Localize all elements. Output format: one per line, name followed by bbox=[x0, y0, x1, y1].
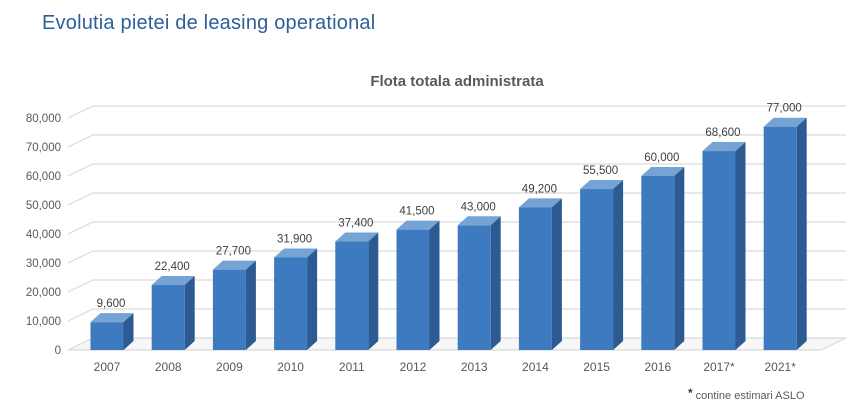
bar-top-face bbox=[335, 232, 379, 242]
x-axis-tick-label: 2017* bbox=[703, 360, 735, 374]
bar-side-face bbox=[490, 216, 501, 350]
y-axis-tick-label: 20,000 bbox=[26, 287, 61, 299]
footnote-text: contine estimari ASLO bbox=[695, 390, 805, 402]
bar-front-face bbox=[580, 189, 614, 350]
bar-front-face bbox=[151, 285, 185, 350]
x-axis-tick-label: 2008 bbox=[155, 360, 182, 374]
gridline-side-segment bbox=[67, 221, 94, 235]
bar-side-face bbox=[613, 180, 624, 350]
bar-side-face bbox=[184, 276, 195, 350]
bar-value-label: 9,600 bbox=[97, 298, 126, 310]
footnote-asterisk: * bbox=[688, 386, 693, 400]
x-axis-tick-label: 2007 bbox=[94, 360, 121, 374]
bar-top-face bbox=[396, 220, 440, 230]
bar-side-face bbox=[674, 167, 685, 350]
bar-front-face bbox=[396, 229, 430, 350]
bar-front-face bbox=[274, 257, 308, 350]
bar-value-label: 31,900 bbox=[277, 233, 312, 245]
gridline-side-segment bbox=[67, 192, 94, 206]
bar-front-face bbox=[702, 151, 736, 350]
gridline-side-segment bbox=[67, 279, 94, 293]
x-axis-tick-label: 2011 bbox=[339, 360, 365, 374]
bar-front-face bbox=[763, 126, 797, 350]
gridline-side-segment bbox=[67, 250, 94, 264]
chart-footnote: * contine estimari ASLO bbox=[688, 386, 805, 402]
bar-side-face bbox=[796, 117, 807, 350]
x-axis-tick-label: 2013 bbox=[461, 360, 488, 374]
x-axis-tick-label: 2016 bbox=[644, 360, 671, 374]
gridline-side-segment bbox=[67, 163, 94, 177]
x-axis-tick-label: 2015 bbox=[583, 360, 610, 374]
y-axis-tick-label: 40,000 bbox=[26, 229, 61, 241]
bar-value-label: 60,000 bbox=[644, 152, 679, 164]
bar-side-face bbox=[551, 198, 562, 350]
bar-value-label: 41,500 bbox=[399, 206, 434, 218]
bar-value-label: 22,400 bbox=[155, 261, 190, 273]
bar-side-face bbox=[307, 248, 318, 350]
bar-value-label: 27,700 bbox=[216, 246, 251, 258]
bar-value-label: 55,500 bbox=[583, 165, 618, 177]
fleet-bar-chart: 0 10,000 20,000 30,000 40,000 50,000 60,000 70,… bbox=[26, 103, 847, 374]
bar-front-face bbox=[457, 225, 491, 350]
gridline-side-segment bbox=[67, 134, 94, 148]
y-axis-tick-label: 60,000 bbox=[26, 171, 61, 183]
bar-top-face bbox=[457, 216, 501, 226]
bar-value-label: 37,400 bbox=[338, 218, 373, 230]
bar-top-face bbox=[518, 198, 562, 208]
bar-top-face bbox=[274, 248, 318, 258]
bar-side-face bbox=[245, 260, 256, 350]
x-axis-tick-label: 2009 bbox=[216, 360, 243, 374]
bar-top-face bbox=[641, 167, 685, 176]
bar-front-face bbox=[212, 269, 246, 350]
bar-front-face bbox=[90, 322, 124, 350]
y-axis-tick-label: 50,000 bbox=[26, 200, 61, 212]
bar-top-face bbox=[580, 180, 624, 190]
bar-side-face bbox=[368, 232, 379, 350]
bar-value-label: 43,000 bbox=[461, 201, 496, 213]
gridline-side-segment bbox=[67, 105, 94, 119]
bar-front-face bbox=[335, 241, 369, 350]
bar-top-face bbox=[90, 313, 134, 323]
bar-side-face bbox=[735, 142, 746, 350]
y-axis-tick-label: 70,000 bbox=[26, 142, 61, 154]
y-axis-tick-label: 10,000 bbox=[26, 316, 61, 328]
x-axis-tick-label: 2014 bbox=[522, 360, 549, 374]
x-axis-tick-label: 2010 bbox=[277, 360, 304, 374]
y-axis-tick-label: 80,000 bbox=[26, 113, 61, 125]
bar-value-label: 77,000 bbox=[767, 103, 802, 115]
y-axis-tick-label: 0 bbox=[55, 345, 61, 357]
bar-value-label: 49,200 bbox=[522, 183, 557, 195]
page-title: Evolutia pietei de leasing operational bbox=[42, 12, 376, 34]
bar-front-face bbox=[641, 176, 675, 350]
bar-value-label: 68,600 bbox=[705, 127, 740, 139]
bar-top-face bbox=[763, 117, 807, 127]
x-axis-tick-label: 2012 bbox=[400, 360, 427, 374]
bar-front-face bbox=[518, 207, 552, 350]
gridline-side-segment bbox=[67, 308, 94, 322]
x-axis-tick-label: 2021* bbox=[765, 360, 797, 374]
bar-top-face bbox=[151, 276, 195, 286]
bar-side-face bbox=[123, 313, 134, 350]
bar-top-face bbox=[212, 260, 256, 270]
y-axis-tick-label: 30,000 bbox=[26, 258, 61, 270]
bar-top-face bbox=[702, 142, 746, 152]
chart-title: Flota totala administrata bbox=[370, 73, 544, 90]
bar-side-face bbox=[429, 220, 440, 350]
